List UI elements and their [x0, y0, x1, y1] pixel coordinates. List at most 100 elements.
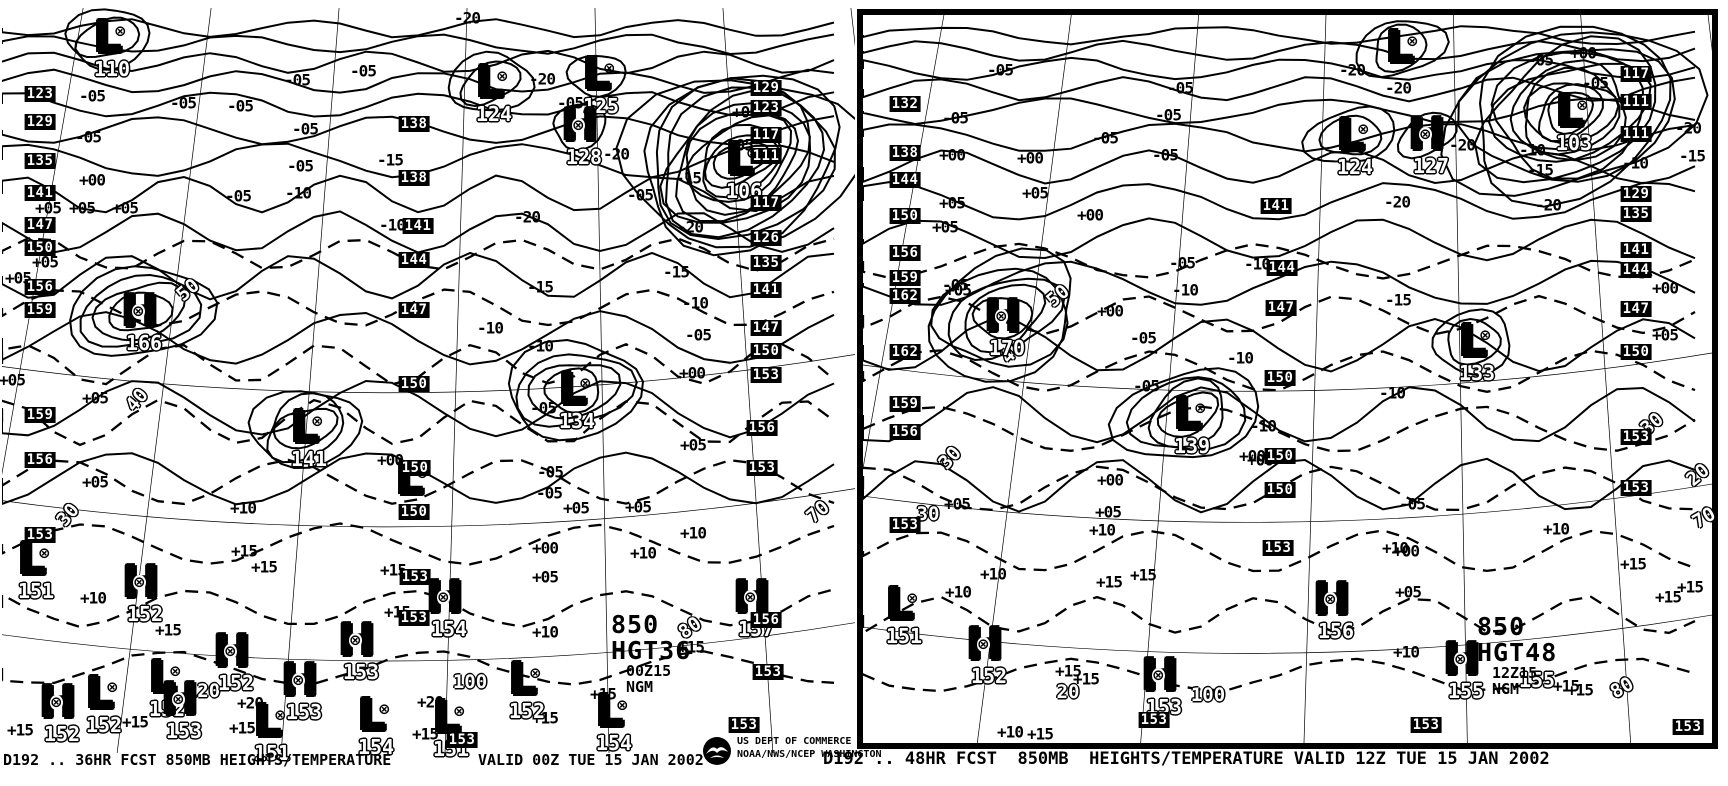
circled-x-icon: ⊗ [977, 635, 990, 653]
temperature-label: -05 [292, 119, 319, 139]
height-value-box: 144 [1266, 260, 1298, 276]
circled-x-icon: ⊗ [172, 690, 185, 708]
contour-height-label: 20 [1056, 681, 1080, 703]
pressure-center-value: 153 [285, 700, 323, 724]
circled-x-icon: ⊗ [50, 693, 63, 711]
temperature-label: -05 [537, 462, 564, 482]
temperature-label: +15 [122, 712, 149, 732]
temperature-label: -20 [603, 144, 630, 164]
temperature-label: -20 [1535, 195, 1562, 215]
pressure-center-value: 141 [290, 447, 328, 471]
temperature-label: +10 [80, 588, 107, 608]
height-value-box: 153 [1620, 480, 1652, 496]
pressure-center-value: 151 [885, 624, 923, 648]
circled-x-icon: ⊗ [133, 573, 146, 591]
temperature-label: +10 [1382, 538, 1409, 558]
height-value-box: 159 [889, 270, 921, 286]
circled-x-icon: ⊗ [1406, 32, 1419, 50]
temperature-label: +15 [1027, 724, 1054, 744]
temperature-label: +00 [377, 450, 404, 470]
temperature-label: -20 [1675, 118, 1702, 138]
height-value-box: 129 [24, 114, 56, 130]
temperature-label: -20 [1384, 192, 1411, 212]
marker-letter: L [17, 534, 47, 585]
height-value-box: 135 [750, 255, 782, 271]
marker-letter: L [475, 57, 505, 108]
temperature-label: -10 [1622, 153, 1649, 173]
temperature-label: +05 [1022, 183, 1049, 203]
temperature-label: -20 [1385, 78, 1412, 98]
temperature-label: +10 [532, 622, 559, 642]
height-value-box: 153 [752, 664, 784, 680]
temperature-label: -15 [1679, 146, 1706, 166]
height-value-box: 147 [398, 302, 430, 318]
agency-line-2: NOAA/NWS/NCEP WASHINGTON [737, 749, 882, 760]
agency-line-1: US DEPT OF COMMERCE [737, 736, 852, 747]
circled-x-icon: ⊗ [496, 67, 509, 85]
marker-letter: L [582, 49, 612, 100]
temperature-label: +15 [7, 720, 34, 740]
temperature-label: -20 [454, 8, 481, 28]
marker-letter: L [885, 579, 915, 630]
temperature-label: +05 [939, 193, 966, 213]
temperature-label: +00 [1097, 301, 1124, 321]
temperature-label: -10 [285, 183, 312, 203]
noaa-logo [703, 737, 731, 765]
temperature-label: -10 [527, 336, 554, 356]
temperature-label: -05 [1130, 328, 1157, 348]
temperature-label: -05 [1399, 494, 1426, 514]
marker-letter: L [595, 686, 625, 737]
panel-contours-36hr [2, 8, 855, 753]
height-value-box: 111 [1620, 94, 1652, 110]
height-value-box: 117 [750, 127, 782, 143]
pressure-center-value: 125 [582, 94, 620, 118]
height-value-box: 138 [398, 116, 430, 132]
height-value-box: 111 [1620, 126, 1652, 142]
height-value-box: 156 [750, 612, 782, 628]
temperature-label: -15 [377, 150, 404, 170]
pressure-center-value: 156 [1317, 619, 1355, 643]
height-value-box: 162 [889, 344, 921, 360]
temperature-label: +15 [590, 684, 617, 704]
temperature-label: +05 [82, 388, 109, 408]
temperature-label: +10 [1543, 519, 1570, 539]
temperature-label: +00 [1393, 541, 1420, 561]
temperature-label: -05 [727, 135, 754, 155]
temperature-label: +15 [1567, 680, 1594, 700]
pressure-center-value: 152 [970, 664, 1008, 688]
temperature-label: +05 [625, 497, 652, 517]
temperature-label: +05 [1652, 325, 1679, 345]
height-value-box: 150 [398, 504, 430, 520]
height-value-box: 144 [1620, 262, 1652, 278]
contour-height-label: 100 [1190, 684, 1226, 706]
marker-letter: L [1336, 110, 1366, 161]
pressure-center-value: 166 [125, 331, 163, 355]
circled-x-icon: ⊗ [603, 59, 616, 77]
circled-x-icon: ⊗ [114, 22, 127, 40]
circled-x-icon: ⊗ [579, 374, 592, 392]
temperature-label: +15 [1096, 572, 1123, 592]
height-value-box: 159 [889, 396, 921, 412]
circled-x-icon: ⊗ [744, 588, 757, 606]
temperature-label: +05 [32, 252, 59, 272]
height-value-box: 156 [746, 420, 778, 436]
height-value-box: 153 [1620, 429, 1652, 445]
temperature-label: -05 [1092, 128, 1119, 148]
height-value-box: 123 [24, 86, 56, 102]
height-value-box: 144 [398, 252, 430, 268]
circled-x-icon: ⊗ [349, 631, 362, 649]
height-value-box: 153 [728, 717, 760, 733]
marker-letter: L [253, 696, 283, 747]
temperature-label: -20 [529, 69, 556, 89]
height-value-box: 153 [24, 527, 56, 543]
temperature-label: -15 [1527, 160, 1554, 180]
pressure-center-value: 134 [558, 409, 596, 433]
height-value-box: 153 [398, 610, 430, 626]
height-value-box: 150 [889, 208, 921, 224]
temperature-label: +15 [251, 557, 278, 577]
circled-x-icon: ⊗ [1419, 125, 1432, 143]
height-value-box: 141 [24, 185, 56, 201]
circled-x-icon: ⊗ [995, 307, 1008, 325]
circled-x-icon: ⊗ [572, 116, 585, 134]
